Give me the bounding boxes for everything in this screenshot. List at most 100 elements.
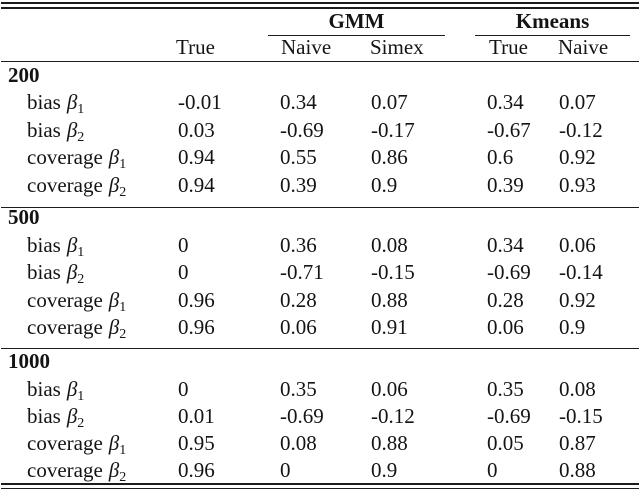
cell-value: 0.07 bbox=[371, 90, 408, 115]
beta-subscript: 1 bbox=[77, 244, 85, 260]
row-label: bias β2 bbox=[27, 259, 85, 288]
cell-value: 0 bbox=[178, 376, 189, 401]
cell-value: 0.96 bbox=[178, 458, 215, 483]
table-row: bias β2 0.03 -0.69 -0.17 -0.67 -0.12 bbox=[0, 117, 640, 145]
beta-symbol: β bbox=[66, 117, 78, 142]
cell-value: 0.01 bbox=[178, 403, 215, 428]
cell-value: -0.01 bbox=[178, 90, 222, 115]
cell-value: 0 bbox=[280, 458, 291, 483]
row-label: coverage β2 bbox=[27, 457, 126, 485]
cell-value: 0.92 bbox=[559, 145, 596, 170]
column-group-gmm: GMM bbox=[328, 9, 385, 33]
section-row: 200 bbox=[0, 62, 640, 89]
beta-subscript: 2 bbox=[77, 129, 85, 145]
beta-symbol: β bbox=[108, 458, 120, 483]
cell-value: 0.96 bbox=[178, 315, 215, 340]
cell-value: 0.87 bbox=[559, 431, 596, 456]
cell-value: 0.03 bbox=[178, 117, 215, 142]
beta-subscript: 2 bbox=[77, 415, 85, 431]
row-label: bias β2 bbox=[27, 117, 85, 145]
row-metric: coverage bbox=[27, 431, 103, 456]
cell-value: -0.12 bbox=[559, 117, 603, 142]
row-metric: coverage bbox=[27, 458, 103, 483]
row-label: bias β1 bbox=[27, 89, 85, 118]
cell-value: 0.9 bbox=[371, 172, 398, 197]
row-label: bias β1 bbox=[27, 376, 85, 404]
cell-value: 0.9 bbox=[559, 315, 586, 340]
cell-value: -0.15 bbox=[371, 260, 415, 285]
beta-subscript: 2 bbox=[119, 327, 127, 343]
cell-value: 0.93 bbox=[559, 172, 596, 197]
bottom-rule-inner bbox=[1, 487, 639, 489]
beta-subscript: 1 bbox=[77, 388, 85, 404]
beta-subscript: 1 bbox=[119, 157, 127, 173]
column-header-true: True bbox=[176, 35, 215, 59]
cell-value: 0.08 bbox=[559, 376, 596, 401]
row-metric: bias bbox=[27, 232, 61, 257]
row-label: coverage β1 bbox=[27, 144, 127, 173]
row-label: bias β1 bbox=[27, 232, 85, 260]
beta-subscript: 1 bbox=[119, 443, 127, 459]
top-rule-outer bbox=[1, 2, 639, 4]
cell-value: -0.69 bbox=[280, 117, 324, 142]
cell-value: 0.39 bbox=[280, 172, 317, 197]
beta-symbol: β bbox=[108, 145, 120, 170]
section-header: 500 bbox=[8, 205, 40, 230]
cell-value: 0.05 bbox=[487, 431, 524, 456]
cell-value: 0.39 bbox=[487, 172, 524, 197]
beta-symbol: β bbox=[66, 90, 78, 115]
cell-value: 0.06 bbox=[487, 315, 524, 340]
row-metric: bias bbox=[27, 403, 61, 428]
cell-value: 0.35 bbox=[487, 376, 524, 401]
cell-value: 0.92 bbox=[559, 287, 596, 312]
section-row: 500 bbox=[0, 204, 640, 231]
cell-value: 0.07 bbox=[559, 90, 596, 115]
row-label: coverage β1 bbox=[27, 287, 126, 315]
cell-value: 0.96 bbox=[178, 287, 215, 312]
cell-value: 0.28 bbox=[280, 287, 317, 312]
cell-value: 0.94 bbox=[178, 172, 215, 197]
section-rule bbox=[1, 206, 639, 208]
row-metric: coverage bbox=[27, 315, 103, 340]
section-header: 200 bbox=[8, 63, 40, 88]
table-row: bias β2 0.01 -0.69 -0.12 -0.69 -0.15 bbox=[0, 403, 640, 431]
beta-symbol: β bbox=[66, 232, 78, 257]
cell-value: -0.71 bbox=[280, 260, 324, 285]
table-row: coverage β2 0.96 0.06 0.91 0.06 0.9 bbox=[0, 314, 640, 343]
row-metric: coverage bbox=[27, 287, 103, 312]
cell-value: 0.08 bbox=[280, 431, 317, 456]
beta-subscript: 2 bbox=[77, 272, 85, 288]
beta-symbol: β bbox=[108, 287, 120, 312]
beta-symbol: β bbox=[108, 431, 120, 456]
table-row: coverage β1 0.96 0.28 0.88 0.28 0.92 bbox=[0, 287, 640, 315]
cell-value: 0 bbox=[487, 458, 498, 483]
bottom-rule-outer bbox=[1, 483, 639, 485]
cell-value: 0.34 bbox=[487, 232, 524, 257]
beta-subscript: 1 bbox=[77, 102, 85, 118]
cell-value: 0.34 bbox=[487, 90, 524, 115]
row-metric: bias bbox=[27, 376, 61, 401]
beta-symbol: β bbox=[108, 172, 120, 197]
gmm-cmidrule bbox=[268, 34, 445, 36]
row-metric: bias bbox=[27, 90, 61, 115]
cell-value: 0.35 bbox=[280, 376, 317, 401]
cell-value: 0 bbox=[178, 232, 189, 257]
row-label: bias β2 bbox=[27, 403, 85, 431]
beta-symbol: β bbox=[108, 315, 120, 340]
column-header-naive-gmm: Naive bbox=[281, 35, 332, 59]
cell-value: 0.06 bbox=[280, 315, 317, 340]
cell-value: 0.88 bbox=[371, 431, 408, 456]
cell-value: 0.6 bbox=[487, 145, 514, 170]
cell-value: 0.88 bbox=[371, 287, 408, 312]
column-header-row: True Naive Simex True Naive bbox=[0, 35, 640, 60]
column-header-naive-kmeans: Naive bbox=[558, 35, 609, 59]
cell-value: 0.95 bbox=[178, 431, 215, 456]
section-row: 1000 bbox=[0, 348, 640, 375]
table-row: bias β1 0 0.35 0.06 0.35 0.08 bbox=[0, 376, 640, 404]
cell-value: 0.91 bbox=[371, 315, 408, 340]
column-header-true-kmeans: True bbox=[489, 35, 528, 59]
cell-value: -0.12 bbox=[371, 403, 415, 428]
top-rule-inner bbox=[1, 7, 639, 9]
cell-value: 0 bbox=[178, 260, 189, 285]
